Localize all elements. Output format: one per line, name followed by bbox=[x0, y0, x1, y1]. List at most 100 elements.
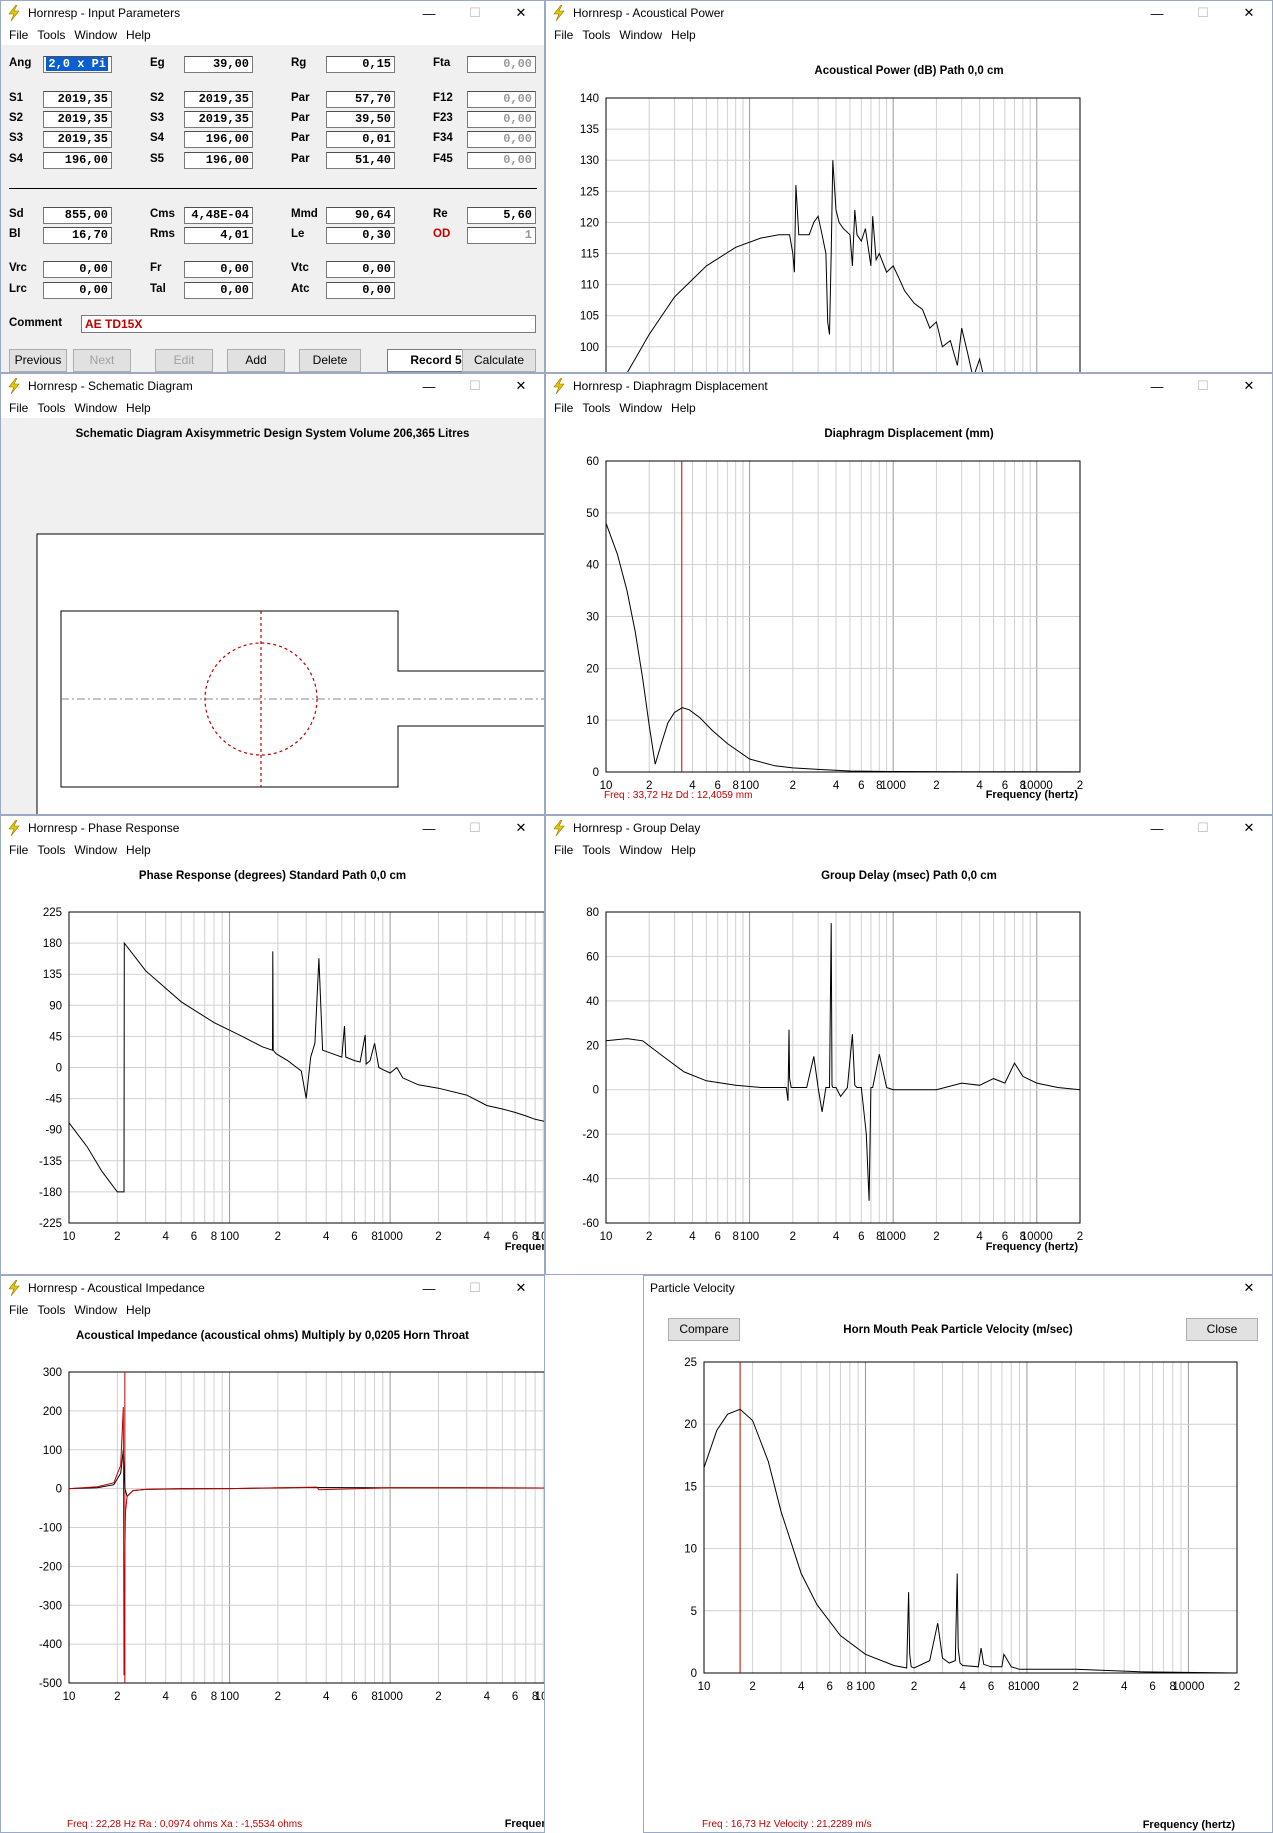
minimize-button[interactable]: — bbox=[422, 5, 436, 21]
close-dialog-button[interactable]: Close bbox=[1186, 1318, 1258, 1341]
close-button[interactable]: ✕ bbox=[515, 378, 527, 393]
title-bar[interactable]: Hornresp - Acoustical Power — ☐ ✕ bbox=[546, 1, 1272, 25]
fr-field[interactable]: 0,00 bbox=[184, 261, 253, 278]
comment-field[interactable]: AE TD15X bbox=[81, 315, 536, 333]
previous-button[interactable]: Previous bbox=[9, 349, 67, 372]
s2-field[interactable]: 2019,35 bbox=[184, 91, 253, 108]
atc-field[interactable]: 0,00 bbox=[326, 282, 395, 299]
close-button[interactable]: ✕ bbox=[1243, 5, 1255, 20]
par-field[interactable]: 39,50 bbox=[326, 111, 395, 128]
menu-help[interactable]: Help bbox=[126, 401, 151, 415]
fta-field[interactable]: 0,00 bbox=[467, 56, 536, 73]
maximize-button[interactable]: ☐ bbox=[1197, 378, 1209, 393]
maximize-button[interactable]: ☐ bbox=[469, 1280, 481, 1295]
close-button[interactable]: ✕ bbox=[1243, 378, 1255, 393]
s3-field[interactable]: 2019,35 bbox=[184, 111, 253, 128]
maximize-button[interactable]: ☐ bbox=[469, 378, 481, 393]
menu-window[interactable]: Window bbox=[74, 28, 118, 42]
input-title-bar[interactable]: Hornresp - Input Parameters — ☐ ✕ bbox=[1, 1, 544, 25]
title-bar[interactable]: Hornresp - Diaphragm Displacement — ☐ ✕ bbox=[546, 374, 1272, 398]
menu-tools[interactable]: Tools bbox=[37, 843, 66, 857]
menu-tools[interactable]: Tools bbox=[37, 28, 66, 42]
menu-file[interactable]: File bbox=[554, 843, 574, 857]
menu-tools[interactable]: Tools bbox=[37, 401, 66, 415]
re-field[interactable]: 5,60 bbox=[467, 207, 536, 224]
close-button[interactable]: ✕ bbox=[515, 820, 527, 835]
minimize-button[interactable]: — bbox=[422, 1280, 436, 1296]
calculate-button[interactable]: Calculate bbox=[462, 349, 536, 372]
par-field[interactable]: 51,40 bbox=[326, 152, 395, 169]
menu-file[interactable]: File bbox=[9, 843, 29, 857]
menu-file[interactable]: File bbox=[9, 1303, 29, 1317]
menu-file[interactable]: File bbox=[9, 28, 29, 42]
rms-field[interactable]: 4,01 bbox=[184, 227, 253, 244]
close-button[interactable]: ✕ bbox=[515, 1280, 527, 1295]
add-button[interactable]: Add bbox=[227, 349, 285, 372]
s3-field[interactable]: 2019,35 bbox=[43, 131, 112, 148]
f12-field[interactable]: 0,00 bbox=[467, 91, 536, 108]
bl-field[interactable]: 16,70 bbox=[43, 227, 112, 244]
s4-field[interactable]: 196,00 bbox=[184, 131, 253, 148]
lrc-field[interactable]: 0,00 bbox=[43, 282, 112, 299]
s4-field[interactable]: 196,00 bbox=[43, 152, 112, 169]
cms-field[interactable]: 4,48E-04 bbox=[184, 207, 253, 224]
tal-field[interactable]: 0,00 bbox=[184, 282, 253, 299]
eg-field[interactable]: 39,00 bbox=[184, 56, 253, 73]
menu-help[interactable]: Help bbox=[671, 401, 696, 415]
delete-button[interactable]: Delete bbox=[299, 349, 361, 372]
next-button[interactable]: Next bbox=[73, 349, 131, 372]
rg-field[interactable]: 0,15 bbox=[326, 56, 395, 73]
le-field[interactable]: 0,30 bbox=[326, 227, 395, 244]
minimize-button[interactable]: — bbox=[1150, 378, 1164, 394]
menu-help[interactable]: Help bbox=[126, 1303, 151, 1317]
vtc-field[interactable]: 0,00 bbox=[326, 261, 395, 278]
minimize-button[interactable]: — bbox=[422, 820, 436, 836]
menu-tools[interactable]: Tools bbox=[582, 28, 611, 42]
menu-window[interactable]: Window bbox=[74, 843, 118, 857]
title-bar[interactable]: Hornresp - Acoustical Impedance — ☐ ✕ bbox=[1, 1276, 544, 1300]
ang-field[interactable]: 2,0 x Pi bbox=[43, 56, 112, 73]
compare-button[interactable]: Compare bbox=[668, 1318, 740, 1341]
f45-field[interactable]: 0,00 bbox=[467, 152, 536, 169]
title-bar[interactable]: Hornresp - Schematic Diagram — ☐ ✕ bbox=[1, 374, 544, 398]
menu-help[interactable]: Help bbox=[126, 28, 151, 42]
od-field[interactable]: 1 bbox=[467, 227, 536, 244]
close-button[interactable]: ✕ bbox=[1243, 820, 1255, 835]
s2-field[interactable]: 2019,35 bbox=[43, 111, 112, 128]
menu-window[interactable]: Window bbox=[619, 401, 663, 415]
menu-window[interactable]: Window bbox=[74, 401, 118, 415]
menu-window[interactable]: Window bbox=[619, 843, 663, 857]
close-button[interactable]: ✕ bbox=[515, 5, 527, 20]
par-field[interactable]: 57,70 bbox=[326, 91, 395, 108]
s1-field[interactable]: 2019,35 bbox=[43, 91, 112, 108]
minimize-button[interactable]: — bbox=[1150, 820, 1164, 836]
menu-tools[interactable]: Tools bbox=[37, 1303, 66, 1317]
edit-button[interactable]: Edit bbox=[155, 349, 213, 372]
menu-help[interactable]: Help bbox=[126, 843, 151, 857]
sd-field[interactable]: 855,00 bbox=[43, 207, 112, 224]
s5-field[interactable]: 196,00 bbox=[184, 152, 253, 169]
menu-help[interactable]: Help bbox=[671, 28, 696, 42]
menu-help[interactable]: Help bbox=[671, 843, 696, 857]
f23-field[interactable]: 0,00 bbox=[467, 111, 536, 128]
minimize-button[interactable]: — bbox=[422, 378, 436, 394]
close-button[interactable]: ✕ bbox=[1243, 1280, 1255, 1295]
minimize-button[interactable]: — bbox=[1150, 5, 1164, 21]
menu-tools[interactable]: Tools bbox=[582, 843, 611, 857]
menu-file[interactable]: File bbox=[9, 401, 29, 415]
vrc-field[interactable]: 0,00 bbox=[43, 261, 112, 278]
title-bar[interactable]: Hornresp - Group Delay — ☐ ✕ bbox=[546, 816, 1272, 840]
title-bar[interactable]: Hornresp - Phase Response — ☐ ✕ bbox=[1, 816, 544, 840]
mmd-field[interactable]: 90,64 bbox=[326, 207, 395, 224]
menu-tools[interactable]: Tools bbox=[582, 401, 611, 415]
title-bar[interactable]: Particle Velocity ✕ bbox=[644, 1276, 1272, 1300]
f34-field[interactable]: 0,00 bbox=[467, 131, 536, 148]
maximize-button[interactable]: ☐ bbox=[1197, 820, 1209, 835]
maximize-button[interactable]: ☐ bbox=[469, 5, 481, 20]
menu-window[interactable]: Window bbox=[74, 1303, 118, 1317]
par-field[interactable]: 0,01 bbox=[326, 131, 395, 148]
maximize-button[interactable]: ☐ bbox=[469, 820, 481, 835]
maximize-button[interactable]: ☐ bbox=[1197, 5, 1209, 20]
menu-window[interactable]: Window bbox=[619, 28, 663, 42]
menu-file[interactable]: File bbox=[554, 28, 574, 42]
